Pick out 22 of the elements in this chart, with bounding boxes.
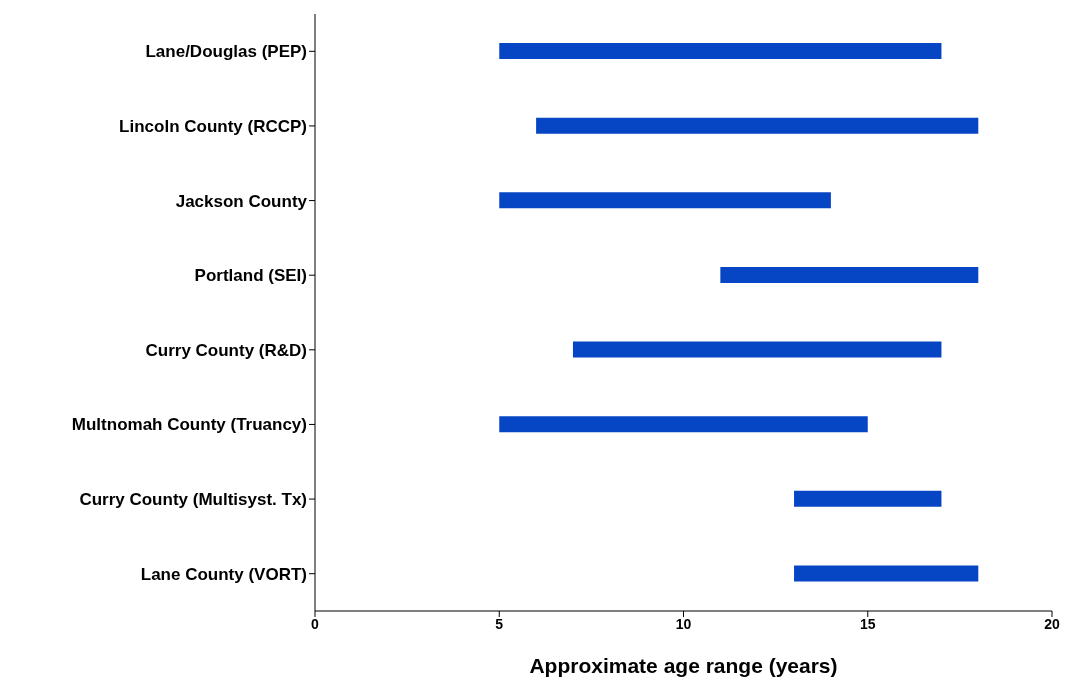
- y-tick-label: Lane/Douglas (PEP): [145, 42, 307, 62]
- bar: [536, 117, 979, 134]
- x-tick-label: 10: [675, 615, 692, 632]
- x-tick-label: 20: [1044, 615, 1060, 632]
- bar: [499, 416, 868, 433]
- y-tick-label: Jackson County: [175, 191, 308, 211]
- x-axis-title: Approximate age range (years): [529, 654, 838, 677]
- x-tick-label: 15: [859, 615, 876, 632]
- x-tick-label: 0: [311, 615, 320, 632]
- bar: [572, 341, 942, 358]
- bar: [499, 43, 942, 59]
- y-tick-label: Curry County (R&D): [145, 340, 307, 360]
- x-tick-label: 5: [495, 615, 504, 632]
- y-tick-label: Curry County (Multisyst. Tx): [79, 490, 307, 510]
- bar: [794, 565, 979, 582]
- y-tick-label: Portland (SEI): [194, 266, 307, 286]
- y-tick-label: Lane County (VORT): [140, 564, 307, 584]
- bar: [499, 192, 831, 209]
- y-tick-label: Multnomah County (Truancy): [71, 415, 307, 435]
- y-tick-label: Lincoln County (RCCP): [119, 116, 307, 136]
- bar: [794, 490, 942, 507]
- bar: [720, 266, 979, 283]
